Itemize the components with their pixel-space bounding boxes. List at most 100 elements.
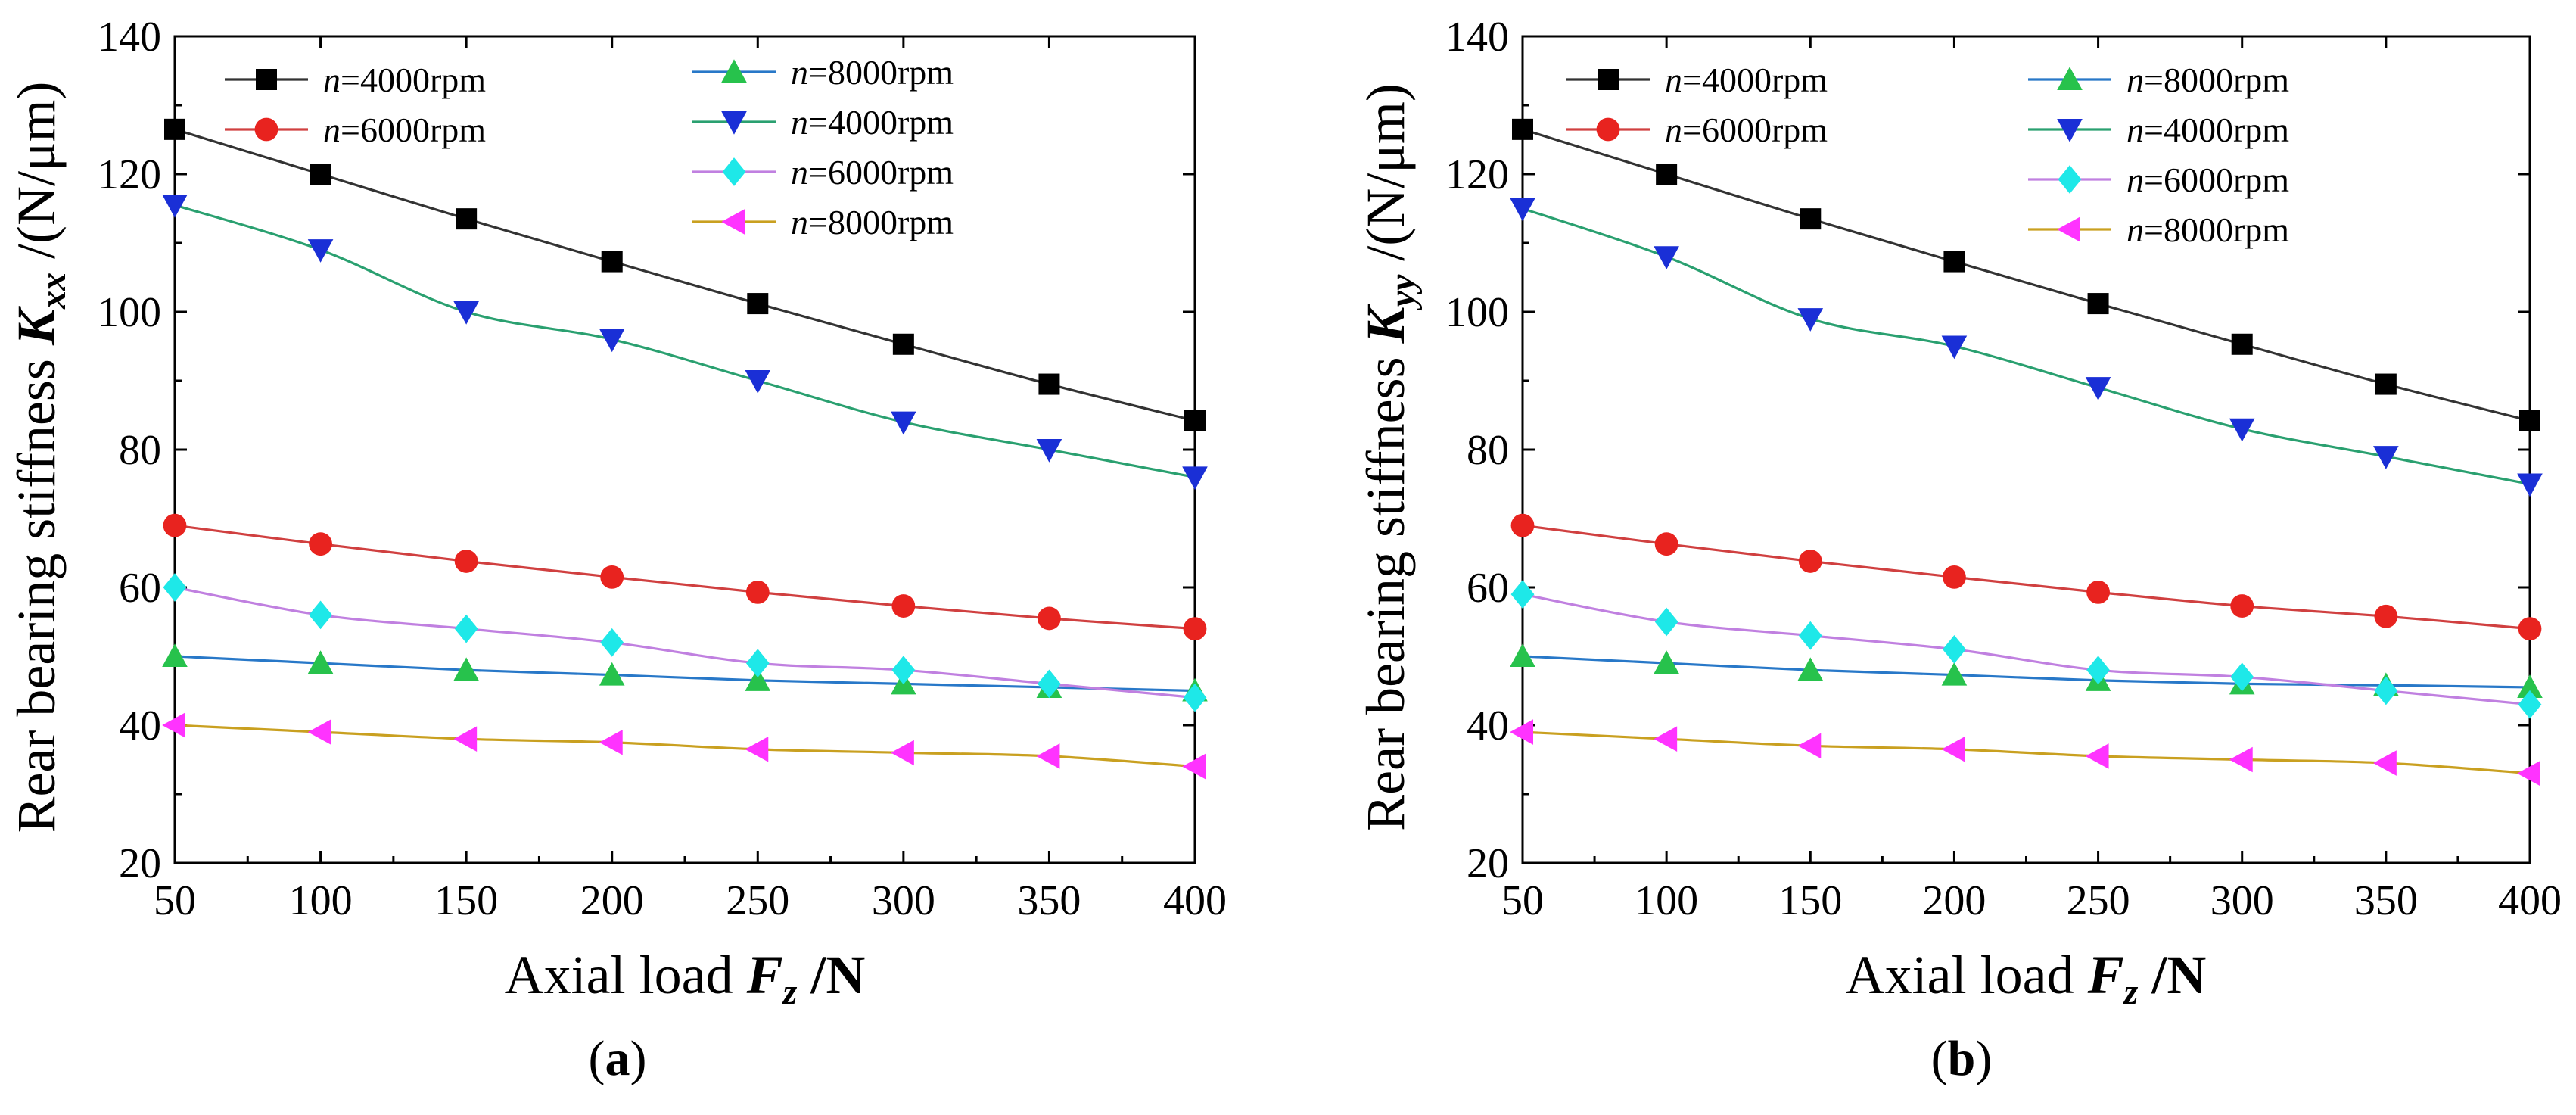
legend-var: n bbox=[2126, 111, 2144, 149]
series-1 bbox=[163, 513, 1207, 640]
legend-text: =8000rpm bbox=[808, 53, 954, 92]
data-point bbox=[310, 164, 331, 185]
data-point bbox=[1797, 657, 1824, 681]
series-line bbox=[1522, 655, 2531, 689]
legend-label: n=6000rpm bbox=[1665, 111, 1828, 149]
x-tick-label: 200 bbox=[1922, 877, 1986, 924]
legend-label: n=8000rpm bbox=[2126, 210, 2289, 249]
data-point bbox=[599, 729, 623, 755]
data-point bbox=[1654, 650, 1679, 674]
data-point bbox=[454, 614, 478, 643]
data-point bbox=[1800, 208, 1822, 230]
chart-panel-b: 50 100 150 200 250 300 350 400 20 40 60 80 100 120 140… bbox=[1355, 14, 2562, 1086]
data-point bbox=[1941, 335, 1968, 360]
data-point bbox=[2517, 760, 2540, 786]
y-tick-label: 80 bbox=[119, 427, 161, 474]
data-point bbox=[2517, 674, 2543, 698]
y-tick-label: 140 bbox=[1445, 14, 1509, 61]
data-point bbox=[1654, 607, 1678, 637]
series-line bbox=[174, 724, 1196, 768]
x-axis-label: Axial load Fz /N bbox=[505, 945, 866, 1012]
data-point bbox=[745, 649, 770, 677]
y-tick-label: 60 bbox=[1467, 565, 1509, 612]
x-label-sub: z bbox=[2123, 972, 2139, 1012]
data-point bbox=[2230, 594, 2254, 618]
data-point bbox=[1654, 532, 1678, 556]
x-tick-label: 300 bbox=[872, 877, 935, 924]
panel-caption: (b) bbox=[1931, 1031, 1993, 1086]
legend-var: n bbox=[2126, 210, 2144, 249]
data-point bbox=[599, 329, 625, 353]
legend-text: =8000rpm bbox=[808, 203, 954, 241]
series-line bbox=[1522, 730, 2531, 775]
x-tick-label: 150 bbox=[434, 877, 498, 924]
data-point bbox=[600, 628, 624, 657]
data-point bbox=[2373, 446, 2399, 469]
data-point bbox=[1654, 246, 1679, 269]
data-point bbox=[1656, 164, 1678, 185]
data-point bbox=[309, 532, 332, 556]
legend: n=4000rpmn=6000rpmn=8000rpmn=4000rpmn=60… bbox=[1566, 61, 2289, 249]
data-point bbox=[1941, 662, 1968, 686]
data-point bbox=[1798, 621, 1822, 650]
data-point bbox=[1038, 669, 1061, 699]
legend-marker bbox=[721, 209, 745, 235]
x-label-unit: /N bbox=[2138, 945, 2206, 1005]
legend-text: =8000rpm bbox=[2144, 210, 2289, 249]
x-tick-label: 350 bbox=[1017, 877, 1081, 924]
data-point bbox=[1510, 580, 1535, 609]
y-label-sub: yy bbox=[1383, 274, 1423, 310]
data-point bbox=[745, 668, 771, 691]
y-tick-label: 20 bbox=[119, 840, 161, 887]
data-point bbox=[2374, 604, 2398, 628]
data-point bbox=[2373, 750, 2397, 776]
x-tick-label: 250 bbox=[2067, 877, 2130, 924]
y-tick-label: 120 bbox=[1445, 151, 1509, 198]
data-point bbox=[1036, 439, 1062, 463]
legend-var: n bbox=[791, 53, 808, 92]
legend-var: n bbox=[1665, 61, 1682, 99]
legend-text: =6000rpm bbox=[341, 111, 486, 149]
data-point bbox=[1036, 743, 1060, 769]
y-tick-label: 20 bbox=[1467, 840, 1509, 887]
y-label-prefix: Rear bearing stiffness bbox=[6, 345, 67, 833]
legend-marker bbox=[256, 69, 277, 90]
data-point bbox=[1510, 643, 1535, 667]
data-point bbox=[164, 118, 185, 140]
y-tick-label: 40 bbox=[1467, 702, 1509, 749]
caption-paren: ( bbox=[1931, 1031, 1948, 1086]
data-point bbox=[2519, 410, 2540, 431]
legend-marker bbox=[2057, 216, 2080, 242]
data-point bbox=[1182, 466, 1208, 491]
data-point bbox=[1943, 565, 1966, 589]
data-point bbox=[2086, 580, 2110, 604]
y-label-unit: /(N/μm) bbox=[6, 81, 67, 273]
data-point bbox=[456, 208, 478, 230]
x-tick-label: 250 bbox=[726, 877, 789, 924]
x-label-var: F bbox=[2087, 945, 2124, 1005]
y-label-unit: /(N/μm) bbox=[1355, 83, 1416, 275]
data-point bbox=[601, 251, 623, 273]
legend-label: n=4000rpm bbox=[2126, 111, 2289, 149]
x-tick-label: 400 bbox=[2498, 877, 2562, 924]
data-point bbox=[1038, 606, 1061, 631]
series-1 bbox=[1510, 513, 2542, 640]
data-point bbox=[307, 650, 334, 674]
legend-marker bbox=[2058, 165, 2082, 194]
legend-marker bbox=[2057, 119, 2083, 142]
data-point bbox=[599, 662, 625, 686]
caption-letter: a bbox=[605, 1031, 630, 1086]
legend-marker bbox=[1598, 69, 1619, 90]
data-point bbox=[454, 550, 478, 573]
y-tick-label: 140 bbox=[98, 14, 161, 61]
legend-text: =4000rpm bbox=[1682, 61, 1828, 99]
x-tick-label: 350 bbox=[2354, 877, 2418, 924]
legend-label: n=4000rpm bbox=[1665, 61, 1828, 99]
legend-marker bbox=[721, 111, 747, 135]
y-label-prefix: Rear bearing stiffness bbox=[1355, 343, 1416, 830]
series-5 bbox=[1510, 719, 2540, 786]
legend-text: =4000rpm bbox=[2144, 111, 2289, 149]
y-tick-label: 80 bbox=[1467, 427, 1509, 474]
series-4 bbox=[1510, 580, 2542, 719]
